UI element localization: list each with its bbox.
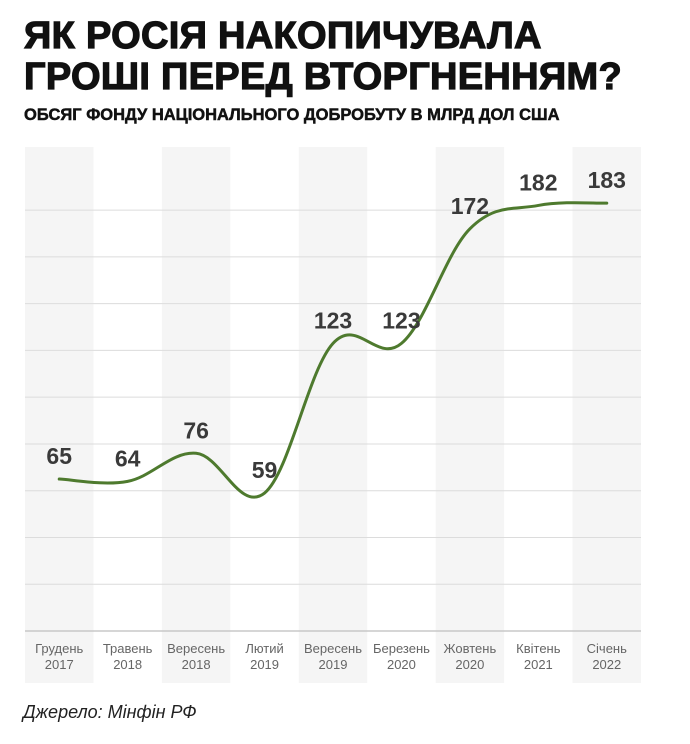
x-tick-label-month: Квітень <box>516 641 561 656</box>
series-line <box>57 201 609 499</box>
x-tick-label-year: 2017 <box>45 657 74 672</box>
x-tick-label-month: Жовтень <box>444 641 497 656</box>
source-note: Джерело: Мінфін РФ <box>23 702 197 722</box>
data-label: 65 <box>46 443 72 469</box>
x-tick-label-year: 2019 <box>250 657 279 672</box>
title-line-2: ГРОШІ ПЕРЕД ВТОРГНЕННЯМ? <box>23 56 622 98</box>
data-label: 183 <box>588 167 626 193</box>
column-stripe <box>25 147 94 683</box>
x-tick-label-month: Лютий <box>245 641 283 656</box>
column-stripe <box>298 147 368 683</box>
chart-title: ЯК РОСІЯ НАКОПИЧУВАЛА ГРОШІ ПЕРЕД ВТОРГНЕ… <box>23 15 622 98</box>
x-tick-label-month: Вересень <box>304 641 362 656</box>
data-label: 123 <box>382 307 420 333</box>
x-tick-label-month: Травень <box>103 641 153 656</box>
data-label: 64 <box>115 445 141 471</box>
data-label: 182 <box>519 169 557 195</box>
data-label: 172 <box>451 193 489 219</box>
x-tick-label-month: Березень <box>373 641 430 656</box>
column-stripe <box>572 147 641 683</box>
x-tick-label-year: 2018 <box>113 657 142 672</box>
chart-subtitle: ОБСЯГ ФОНДУ НАЦІОНАЛЬНОГО ДОБРОБУТУ В МЛ… <box>24 106 560 125</box>
x-tick-label-month: Січень <box>587 641 627 656</box>
x-tick-label-year: 2021 <box>524 657 553 672</box>
x-tick-label-year: 2019 <box>319 657 348 672</box>
data-label: 59 <box>252 457 278 483</box>
column-stripe <box>161 147 231 683</box>
x-tick-label-year: 2018 <box>182 657 211 672</box>
x-tick-label-month: Вересень <box>167 641 225 656</box>
title-line-1: ЯК РОСІЯ НАКОПИЧУВАЛА <box>23 15 542 57</box>
x-tick-label-year: 2020 <box>455 657 484 672</box>
column-stripe <box>435 147 505 683</box>
x-tick-label-month: Грудень <box>35 641 83 656</box>
x-tick-label-year: 2022 <box>592 657 621 672</box>
data-label: 123 <box>314 307 352 333</box>
data-label: 76 <box>183 417 209 443</box>
x-tick-label-year: 2020 <box>387 657 416 672</box>
